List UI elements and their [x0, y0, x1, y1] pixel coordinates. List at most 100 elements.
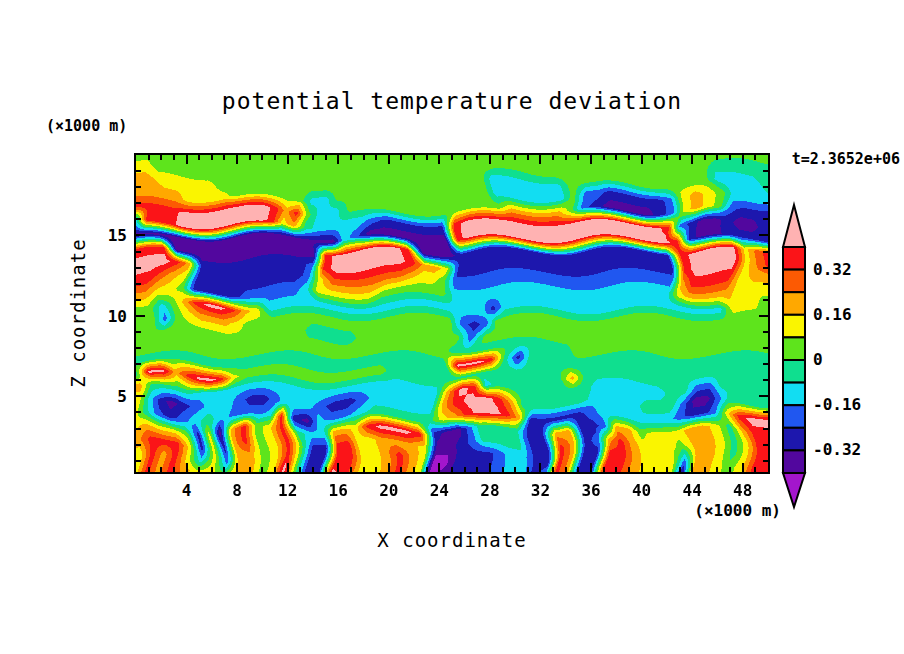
- tick-mark: [312, 467, 314, 472]
- x-tick-label: 44: [670, 481, 714, 500]
- tick-mark: [763, 202, 768, 204]
- tick-mark: [759, 234, 768, 236]
- tick-mark: [615, 467, 617, 472]
- tick-mark: [261, 155, 263, 160]
- colorbar-box: [783, 383, 805, 406]
- tick-mark: [136, 444, 141, 446]
- tick-mark: [160, 155, 162, 160]
- x-tick-label: 48: [721, 481, 765, 500]
- tick-mark: [742, 155, 744, 164]
- tick-mark: [476, 155, 478, 160]
- x-tick-label: 32: [518, 481, 562, 500]
- tick-mark: [413, 155, 415, 160]
- tick-mark: [325, 467, 327, 472]
- tick-mark: [679, 467, 681, 472]
- tick-mark: [763, 170, 768, 172]
- tick-mark: [763, 363, 768, 365]
- x-tick-label: 16: [316, 481, 360, 500]
- tick-mark: [763, 379, 768, 381]
- tick-mark: [763, 460, 768, 462]
- colorbar-box: [783, 247, 805, 270]
- tick-mark: [763, 347, 768, 349]
- tick-mark: [763, 283, 768, 285]
- colorbar-box: [783, 337, 805, 360]
- tick-mark: [451, 155, 453, 160]
- tick-mark: [148, 467, 150, 472]
- tick-mark: [312, 155, 314, 160]
- colorbar-box: [783, 315, 805, 338]
- tick-mark: [173, 155, 175, 160]
- tick-mark: [565, 467, 567, 472]
- tick-mark: [136, 251, 141, 253]
- tick-mark: [763, 331, 768, 333]
- tick-mark: [136, 315, 145, 317]
- colorbar-box: [783, 360, 805, 383]
- tick-mark: [249, 467, 251, 472]
- tick-mark: [464, 467, 466, 472]
- tick-mark: [729, 467, 731, 472]
- chart-title: potential temperature deviation: [0, 88, 904, 114]
- tick-mark: [136, 363, 141, 365]
- tick-mark: [136, 186, 141, 188]
- tick-mark: [261, 467, 263, 472]
- tick-mark: [603, 467, 605, 472]
- tick-mark: [426, 467, 428, 472]
- tick-mark: [763, 299, 768, 301]
- tick-mark: [274, 467, 276, 472]
- tick-mark: [641, 155, 643, 164]
- tick-mark: [350, 155, 352, 160]
- tick-mark: [287, 463, 289, 472]
- tick-mark: [223, 467, 225, 472]
- tick-mark: [186, 155, 188, 164]
- tick-mark: [148, 155, 150, 160]
- y-tick-label: 5: [77, 387, 127, 406]
- tick-mark: [136, 331, 141, 333]
- colorbar-label: 0: [813, 350, 823, 369]
- tick-mark: [590, 155, 592, 164]
- tick-mark: [763, 444, 768, 446]
- figure: potential temperature deviation (×1000 m…: [0, 0, 904, 654]
- x-tick-label: 20: [367, 481, 411, 500]
- tick-mark: [502, 155, 504, 160]
- tick-mark: [136, 283, 141, 285]
- tick-mark: [641, 463, 643, 472]
- tick-mark: [679, 155, 681, 160]
- colorbar-box: [783, 270, 805, 293]
- tick-mark: [615, 155, 617, 160]
- tick-mark: [198, 155, 200, 160]
- tick-mark: [590, 463, 592, 472]
- tick-mark: [729, 155, 731, 160]
- tick-mark: [136, 234, 145, 236]
- tick-mark: [136, 202, 141, 204]
- tick-mark: [400, 467, 402, 472]
- tick-mark: [236, 463, 238, 472]
- tick-mark: [337, 155, 339, 164]
- tick-mark: [527, 467, 529, 472]
- tick-mark: [136, 411, 141, 413]
- tick-mark: [603, 155, 605, 160]
- tick-mark: [577, 155, 579, 160]
- tick-mark: [502, 467, 504, 472]
- x-tick-label: 24: [417, 481, 461, 500]
- x-tick-label: 12: [266, 481, 310, 500]
- x-tick-label: 40: [620, 481, 664, 500]
- tick-mark: [759, 315, 768, 317]
- tick-mark: [236, 155, 238, 164]
- tick-mark: [742, 463, 744, 472]
- tick-mark: [451, 467, 453, 472]
- tick-mark: [299, 467, 301, 472]
- tick-mark: [628, 467, 630, 472]
- tick-mark: [476, 467, 478, 472]
- tick-mark: [136, 299, 141, 301]
- tick-mark: [464, 155, 466, 160]
- tick-mark: [653, 155, 655, 160]
- tick-mark: [489, 155, 491, 164]
- tick-mark: [160, 467, 162, 472]
- x-tick-label: 28: [468, 481, 512, 500]
- tick-mark: [287, 155, 289, 164]
- tick-mark: [539, 463, 541, 472]
- tick-mark: [363, 467, 365, 472]
- colorbar-label: 0.16: [813, 305, 852, 324]
- tick-mark: [666, 467, 668, 472]
- tick-mark: [716, 467, 718, 472]
